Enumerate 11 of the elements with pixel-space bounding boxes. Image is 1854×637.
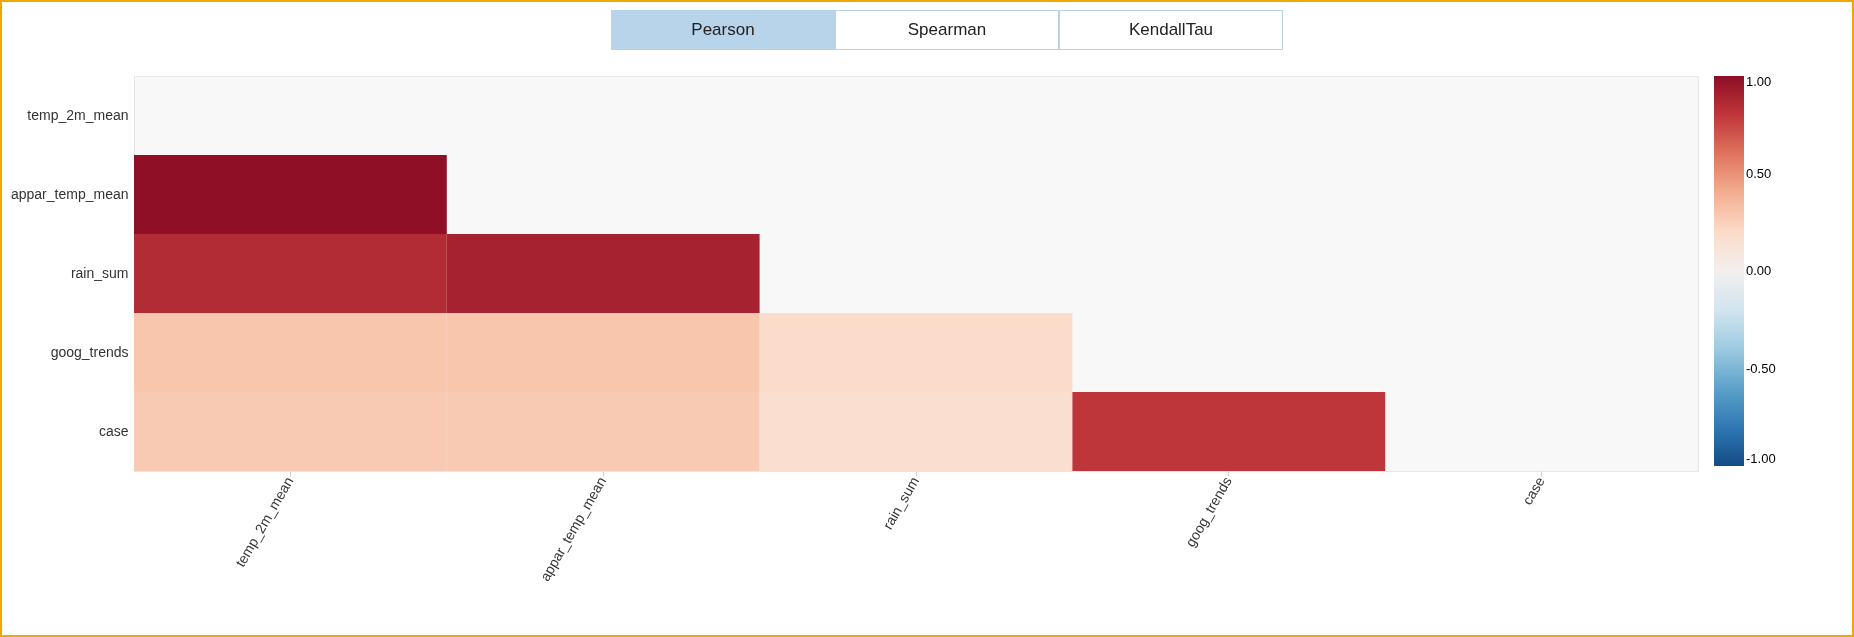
color-bar-label: 1.00	[1746, 74, 1772, 89]
method-tabs[interactable]: Pearson Spearman KendallTau	[611, 10, 1283, 50]
color-bar-label: 0.50	[1746, 165, 1772, 181]
y-tick-label: appar_temp_mean	[10, 185, 129, 202]
y-tick-label: case	[98, 422, 129, 439]
color-bar-label: -0.50	[1746, 360, 1776, 376]
color-bar-label: -1.00	[1746, 451, 1776, 466]
y-tick-label: temp_2m_mean	[27, 106, 129, 123]
y-tick-label: goog_trends	[50, 343, 129, 360]
color-bar-label: 0.00	[1746, 263, 1772, 278]
y-tick-label: rain_sum	[70, 264, 129, 281]
